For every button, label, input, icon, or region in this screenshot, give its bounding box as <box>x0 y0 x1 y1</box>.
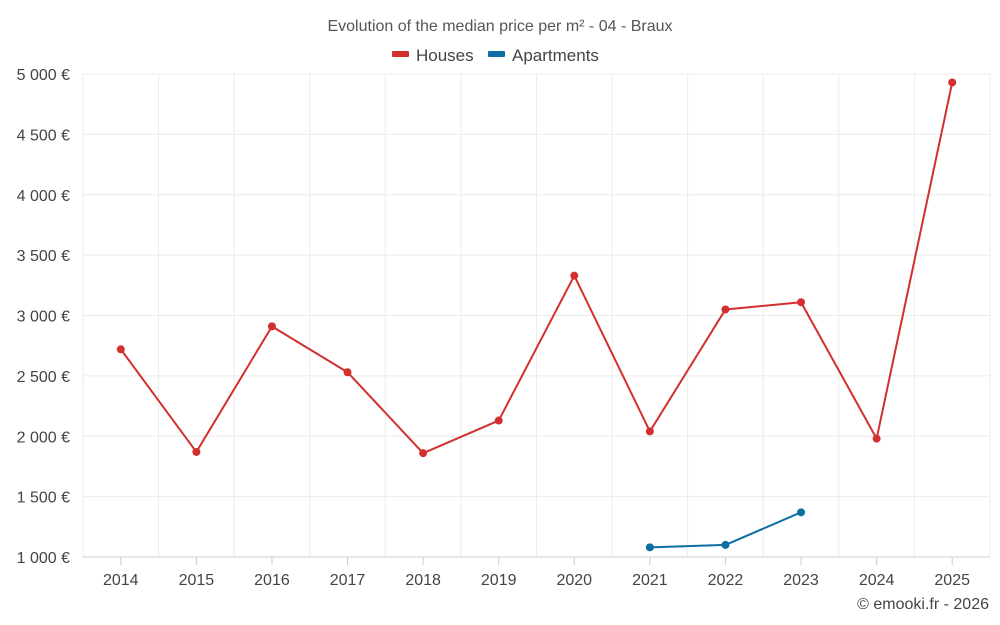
x-tick-label: 2019 <box>481 572 517 589</box>
x-tick-label: 2023 <box>783 572 819 589</box>
data-point-apartments-2022[interactable] <box>721 540 730 549</box>
x-tick-label: 2015 <box>179 572 215 589</box>
y-tick-label: 2 500 € <box>17 369 70 386</box>
legend-item-apartments[interactable]: Apartments <box>488 46 599 65</box>
x-tick-label: 2018 <box>405 572 441 589</box>
y-tick-label: 3 500 € <box>17 248 70 265</box>
data-point-apartments-2021[interactable] <box>645 543 654 552</box>
legend-label-houses: Houses <box>416 46 474 65</box>
data-point-houses-2015[interactable] <box>192 447 201 456</box>
data-point-apartments-2023[interactable] <box>797 508 806 517</box>
x-tick-label: 2016 <box>254 572 290 589</box>
x-tick-label: 2014 <box>103 572 139 589</box>
legend-swatch-apartments <box>488 51 505 57</box>
series-houses <box>116 78 957 458</box>
data-point-houses-2017[interactable] <box>343 368 352 377</box>
data-point-houses-2019[interactable] <box>494 416 503 425</box>
data-point-houses-2024[interactable] <box>872 434 881 443</box>
y-tick-label: 3 000 € <box>17 309 70 326</box>
x-tick-label: 2025 <box>934 572 970 589</box>
y-tick-label: 1 000 € <box>17 550 70 567</box>
series-line-houses <box>119 82 954 455</box>
data-point-houses-2016[interactable] <box>267 322 276 331</box>
legend-item-houses[interactable]: Houses <box>392 46 474 65</box>
credit: © emooki.fr - 2026 <box>857 596 989 613</box>
y-tick-label: 1 500 € <box>17 490 70 507</box>
legend: Houses Apartments <box>392 46 599 65</box>
x-tick-label: 2021 <box>632 572 668 589</box>
y-tick-label: 5 000 € <box>17 67 70 84</box>
y-tick-label: 4 500 € <box>17 127 70 144</box>
plot-area <box>116 78 957 552</box>
data-point-houses-2022[interactable] <box>721 305 730 314</box>
x-tick-label: 2017 <box>330 572 366 589</box>
data-point-houses-2018[interactable] <box>419 449 428 458</box>
data-point-houses-2023[interactable] <box>797 298 806 307</box>
data-point-houses-2021[interactable] <box>645 427 654 436</box>
y-axis: 1 000 € 1 500 € 2 000 € 2 500 € 3 000 € 3 500… <box>17 67 70 567</box>
data-point-houses-2014[interactable] <box>116 345 125 354</box>
chart-title: Evolution of the median price per m² - 0… <box>327 18 672 35</box>
y-tick-label: 4 000 € <box>17 188 70 205</box>
x-tick-label: 2024 <box>859 572 895 589</box>
x-tick-label: 2022 <box>708 572 744 589</box>
grid <box>82 73 991 557</box>
x-tick-label: 2020 <box>556 572 592 589</box>
legend-swatch-houses <box>392 51 409 57</box>
legend-label-apartments: Apartments <box>512 46 599 65</box>
data-point-houses-2020[interactable] <box>570 271 579 280</box>
data-point-houses-2025[interactable] <box>948 78 957 87</box>
x-axis: 2014 2015 2016 2017 2018 2019 2020 2021 2022 2023… <box>83 556 990 589</box>
y-tick-label: 2 000 € <box>17 429 70 446</box>
series-apartments <box>645 508 806 552</box>
